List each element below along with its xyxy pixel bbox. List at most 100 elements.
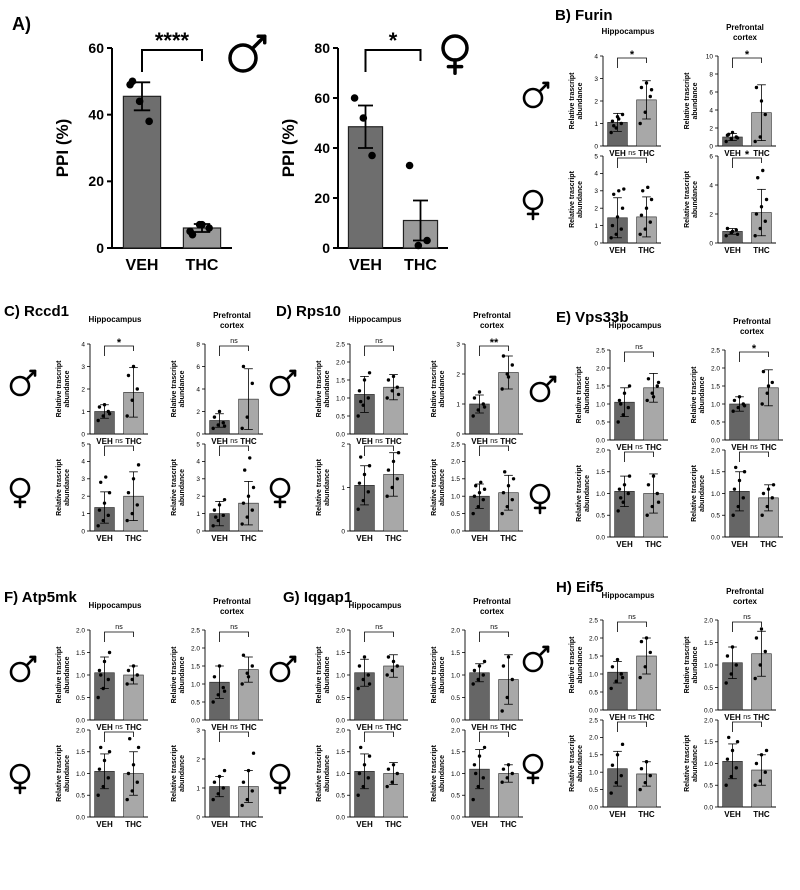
significance-label: * xyxy=(389,28,398,53)
y-tick-label: 2.5 xyxy=(589,617,598,624)
y-axis-label: abundance xyxy=(584,376,591,413)
significance-label: ns xyxy=(490,438,498,445)
y-tick-label: 2.5 xyxy=(336,341,345,348)
y-axis-label: Relative trascript xyxy=(431,646,438,703)
data-point xyxy=(211,426,215,431)
data-point xyxy=(385,396,389,400)
female-symbol-icon xyxy=(441,34,469,75)
data-point xyxy=(391,659,396,664)
x-tick-label: THC xyxy=(125,534,142,543)
data-point xyxy=(212,780,217,784)
y-tick-label: 60 xyxy=(88,40,104,56)
data-point xyxy=(245,415,249,419)
y-tick-label: 6 xyxy=(709,89,713,96)
data-point xyxy=(240,803,244,808)
data-point xyxy=(731,513,735,517)
male-symbol-arrow xyxy=(285,655,297,667)
data-point xyxy=(651,474,656,478)
data-point xyxy=(734,766,738,770)
region-title-cortex: cortex xyxy=(480,321,505,330)
region-title-hippocampus: Hippocampus xyxy=(602,27,655,36)
y-axis-label: Relative trascript xyxy=(569,734,576,791)
data-point xyxy=(501,354,506,358)
y-tick-label: 0 xyxy=(456,431,460,438)
y-axis-label: abundance xyxy=(64,755,71,792)
data-point xyxy=(361,403,365,407)
data-point xyxy=(357,664,362,668)
data-point xyxy=(476,408,480,412)
significance-label: ns xyxy=(115,724,123,731)
plot-A_female: 0 20 40 60 80 VEH THC * PPI (%) xyxy=(279,28,448,274)
data-point xyxy=(107,750,112,754)
significance-label: * xyxy=(745,49,750,61)
y-tick-label: 0.5 xyxy=(451,511,460,518)
region-title-prefrontal: Prefrontal xyxy=(213,597,251,606)
data-point xyxy=(102,758,107,763)
data-point xyxy=(366,776,370,780)
data-point xyxy=(724,783,728,787)
significance-bracket xyxy=(624,451,654,462)
data-point xyxy=(627,384,632,388)
data-point xyxy=(216,423,220,427)
data-point xyxy=(136,463,141,467)
male-symbol-arrow xyxy=(538,645,550,657)
y-tick-label: 2.0 xyxy=(76,627,85,634)
data-point xyxy=(216,518,220,523)
significance-bracket xyxy=(617,157,647,168)
data-point xyxy=(101,518,105,523)
region-title-cortex: cortex xyxy=(733,597,758,606)
data-point xyxy=(619,672,623,676)
y-axis-label: abundance xyxy=(577,745,584,782)
data-point xyxy=(505,372,509,376)
y-tick-label: 3 xyxy=(81,476,85,483)
data-point xyxy=(356,414,360,418)
data-point xyxy=(240,682,244,686)
male-symbol-icon xyxy=(529,375,557,403)
data-point xyxy=(368,151,376,160)
data-point xyxy=(386,767,391,771)
y-axis-label: abundance xyxy=(439,469,446,506)
significance-label: ns xyxy=(628,614,636,621)
y-tick-label: 0.5 xyxy=(76,793,85,800)
data-point xyxy=(217,409,222,414)
data-point xyxy=(742,404,747,408)
panel-label-b: B) Furin xyxy=(555,7,613,24)
x-tick-label: THC xyxy=(500,723,517,732)
significance-bracket xyxy=(104,731,134,742)
panel-label-e: E) Vps33b xyxy=(556,309,629,326)
data-point xyxy=(99,745,103,750)
data-point xyxy=(106,776,110,780)
male-symbol-circle xyxy=(522,651,544,673)
significance-label: * xyxy=(752,343,757,355)
y-tick-label: 1.5 xyxy=(596,469,605,476)
significance-bracket xyxy=(364,445,394,456)
data-point xyxy=(362,655,367,659)
y-axis-label: Relative trascript xyxy=(684,170,691,227)
data-point xyxy=(97,668,102,673)
y-tick-label: 0.0 xyxy=(596,437,605,444)
region-title-hippocampus: Hippocampus xyxy=(602,591,655,600)
y-axis-label: Relative trascript xyxy=(56,458,63,515)
data-point xyxy=(474,484,478,488)
data-point xyxy=(645,513,649,517)
data-point xyxy=(198,220,206,229)
significance-label: * xyxy=(745,149,750,161)
y-tick-label: 1.0 xyxy=(451,493,460,500)
y-axis-label: Relative trascript xyxy=(171,646,178,703)
data-point xyxy=(500,387,504,391)
y-tick-label: 4 xyxy=(196,386,200,393)
y-tick-label: 4 xyxy=(594,171,598,178)
plot-A_male: 0 20 40 60 VEH THC **** PPI (%) xyxy=(53,28,232,274)
data-point xyxy=(131,664,136,668)
y-tick-label: 6 xyxy=(709,153,713,160)
data-point xyxy=(395,385,399,389)
data-point xyxy=(626,491,630,496)
data-point xyxy=(359,455,363,459)
data-point xyxy=(734,228,738,232)
